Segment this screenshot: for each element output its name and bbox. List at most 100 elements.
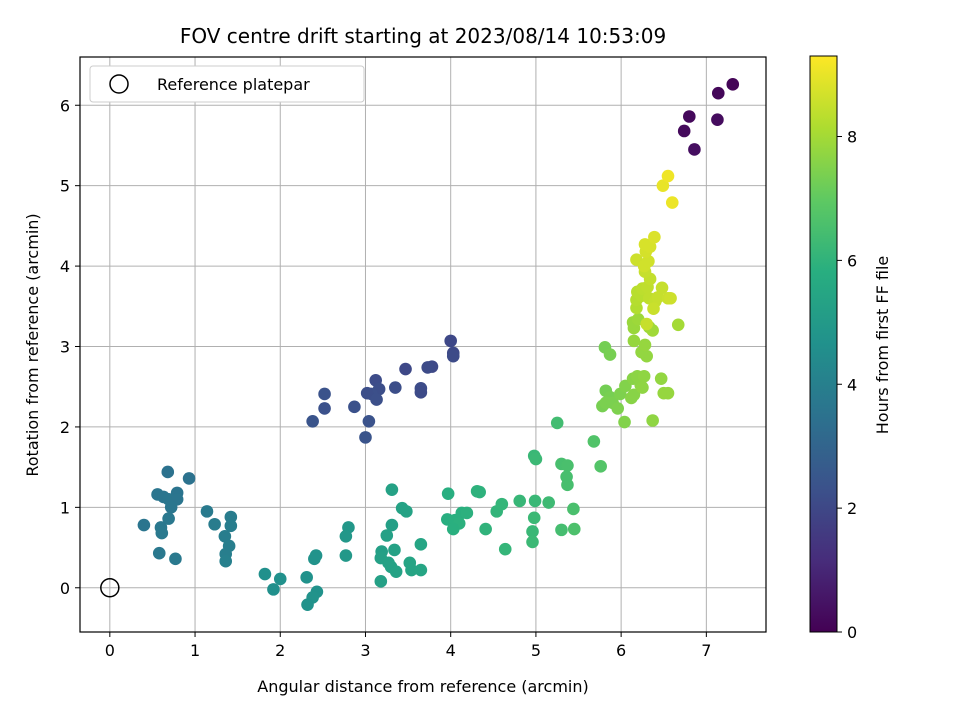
data-point <box>529 452 543 466</box>
data-point <box>711 86 725 100</box>
data-point <box>671 318 685 332</box>
data-point <box>162 512 175 525</box>
data-point <box>498 542 512 556</box>
data-point <box>528 494 542 508</box>
data-point <box>654 372 668 385</box>
data-point <box>527 511 541 525</box>
data-point <box>567 522 581 536</box>
data-point <box>561 478 574 492</box>
data-point <box>389 565 403 578</box>
data-point <box>526 535 539 549</box>
data-point <box>155 526 169 540</box>
data-point <box>405 563 418 577</box>
data-point <box>664 291 677 305</box>
data-point <box>542 496 555 509</box>
data-point <box>648 230 661 244</box>
data-point <box>161 465 175 479</box>
data-point <box>301 598 314 611</box>
data-point <box>306 415 319 428</box>
plot-frame <box>79 56 767 633</box>
data-point <box>587 435 601 448</box>
data-point <box>360 386 374 400</box>
data-point <box>399 362 412 376</box>
data-point <box>651 291 665 304</box>
y-tick-label: 3 <box>60 338 70 357</box>
data-point <box>561 459 574 472</box>
data-point <box>640 317 653 331</box>
data-point <box>370 393 383 406</box>
data-point <box>646 414 659 427</box>
data-point <box>647 302 660 316</box>
y-axis-label: Rotation from reference (arcmin) <box>23 213 42 476</box>
data-point <box>479 522 492 536</box>
data-point <box>444 334 457 348</box>
data-points <box>100 78 740 611</box>
data-point <box>318 387 331 401</box>
data-point <box>446 522 460 536</box>
data-point <box>385 518 399 532</box>
data-point <box>414 563 428 577</box>
data-point <box>513 494 527 508</box>
data-point <box>219 554 233 568</box>
data-point <box>446 349 460 363</box>
data-point <box>661 386 675 400</box>
data-point <box>567 502 580 516</box>
y-tick-label: 1 <box>60 498 70 517</box>
data-point <box>385 483 399 496</box>
colorbar-tick-label: 6 <box>847 251 857 270</box>
data-point <box>594 460 607 473</box>
data-point <box>627 388 641 402</box>
data-point <box>642 254 655 268</box>
data-point <box>300 571 313 584</box>
data-point <box>200 505 214 518</box>
chart-title: FOV centre drift starting at 2023/08/14 … <box>180 24 666 48</box>
data-point <box>389 381 402 394</box>
x-tick-label: 5 <box>531 641 541 660</box>
colorbar-tick-label: 2 <box>847 499 857 518</box>
data-point <box>152 546 166 560</box>
data-point <box>555 523 568 537</box>
legend: Reference platepar <box>89 65 365 103</box>
colorbar-ticks: 0 2 4 6 8 <box>837 128 857 642</box>
data-point <box>359 431 372 444</box>
legend-label: Reference platepar <box>157 75 310 94</box>
data-point <box>339 530 353 543</box>
data-point <box>164 501 178 514</box>
data-point <box>638 338 652 352</box>
data-point <box>208 517 221 531</box>
colorbar-tick-label: 4 <box>847 375 857 394</box>
colorbar-label: Hours from first FF file <box>873 256 892 435</box>
colorbar-tick-label: 8 <box>847 128 857 147</box>
x-tick-label: 6 <box>616 641 626 660</box>
data-point <box>637 369 651 383</box>
x-axis-label: Angular distance from reference (arcmin) <box>257 677 588 696</box>
data-point <box>661 169 675 183</box>
data-point <box>526 525 539 538</box>
x-tick-label: 7 <box>701 641 711 660</box>
y-tick-label: 4 <box>60 257 70 276</box>
data-point <box>169 552 182 566</box>
data-point <box>348 400 361 414</box>
data-point <box>656 179 670 192</box>
x-tick-label: 1 <box>190 641 200 660</box>
data-point <box>400 505 413 518</box>
data-point <box>441 487 455 500</box>
colorbar: 0 2 4 6 8 Hours from first FF file <box>809 55 892 642</box>
data-point <box>267 583 280 596</box>
data-point <box>611 402 625 415</box>
data-point <box>273 572 287 586</box>
data-point <box>414 386 428 399</box>
data-point <box>726 78 740 91</box>
data-point <box>137 518 151 532</box>
data-point <box>550 416 564 430</box>
y-tick-label: 6 <box>60 96 70 115</box>
data-point <box>362 415 376 428</box>
data-point <box>258 567 272 581</box>
data-point <box>460 506 474 520</box>
data-point <box>339 549 353 562</box>
colorbar-gradient <box>809 55 838 633</box>
colorbar-tick-label: 0 <box>847 623 857 642</box>
data-point <box>308 552 321 566</box>
data-point <box>495 497 509 511</box>
